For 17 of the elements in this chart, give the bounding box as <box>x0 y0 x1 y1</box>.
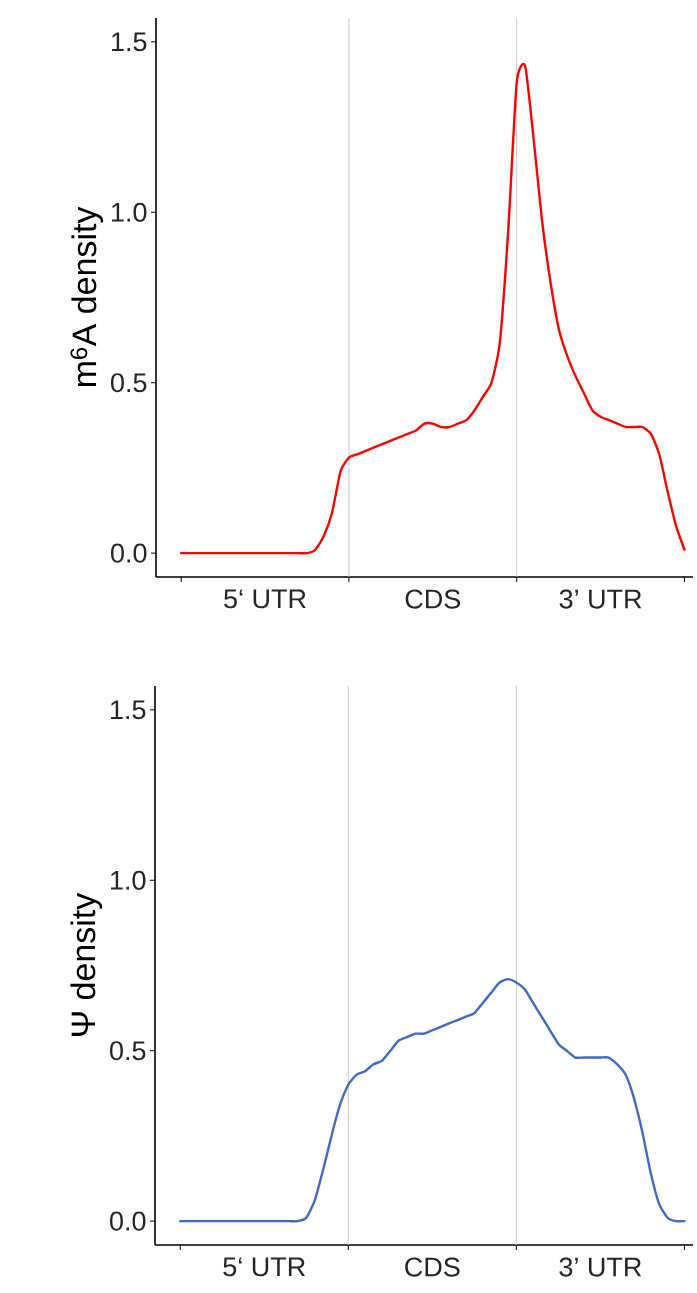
y-tick-label: 1.0 <box>111 870 146 890</box>
x-tick-label: CDS <box>405 589 461 609</box>
x-tick-label: 5‘ UTR <box>223 1257 305 1277</box>
y-tick-label: 1.5 <box>111 700 146 720</box>
x-tick-label: 3’ UTR <box>559 1257 642 1277</box>
x-tick-label: CDS <box>405 1257 460 1277</box>
y-tick-label: 0.0 <box>110 1211 146 1231</box>
y-tick-label: 1.0 <box>112 202 147 222</box>
x-tick-label: 5‘ UTR <box>224 589 306 609</box>
line-series <box>179 977 686 1223</box>
y-axis-title: m$^{6}$A density <box>70 206 104 387</box>
y-tick-label: 1.5 <box>112 32 147 52</box>
y-axis-title: Ψ density <box>70 892 103 1036</box>
y-tick-label: 0.5 <box>111 373 147 393</box>
y-tick-label: 0.0 <box>111 543 147 563</box>
x-tick-label: 3’ UTR <box>559 589 642 609</box>
y-tick-label: 0.5 <box>110 1041 146 1061</box>
